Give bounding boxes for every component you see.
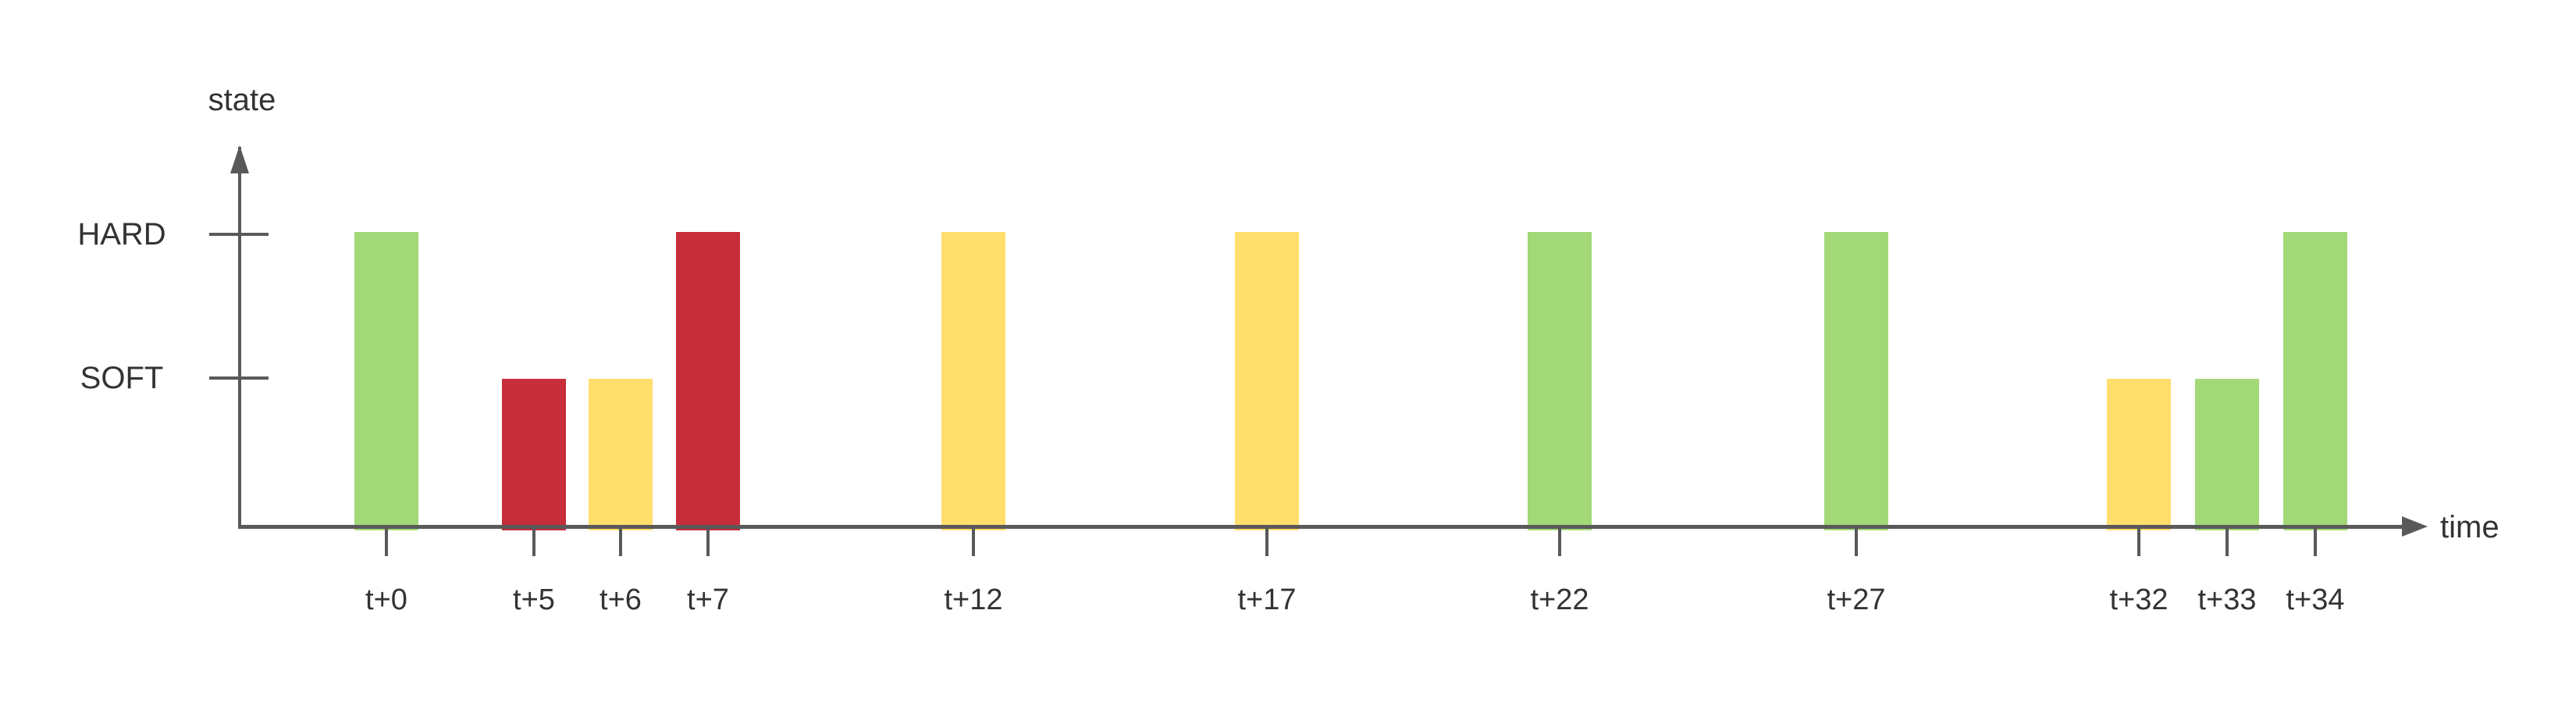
chart-bar	[1528, 232, 1592, 530]
x-tick-label: t+0	[365, 583, 407, 616]
soft-level-label: SOFT	[80, 361, 164, 395]
x-tick-mark	[972, 529, 975, 556]
chart-bar	[354, 232, 418, 530]
chart-bar	[2283, 232, 2347, 530]
x-tick-mark	[532, 529, 535, 556]
x-tick-mark	[619, 529, 622, 556]
chart-bar	[1235, 232, 1299, 530]
x-tick-mark	[1855, 529, 1858, 556]
x-tick-mark	[1558, 529, 1561, 556]
soft-level-tick-mark	[209, 376, 269, 380]
x-tick-label: t+17	[1237, 583, 1297, 616]
x-tick-label: t+6	[600, 583, 642, 616]
x-tick-mark	[2137, 529, 2140, 556]
x-tick-label: t+32	[2109, 583, 2169, 616]
chart-bar	[676, 232, 740, 530]
x-tick-label: t+27	[1827, 583, 1886, 616]
y-axis-title: state	[208, 83, 276, 117]
chart-bar	[1824, 232, 1888, 530]
x-tick-mark	[2314, 529, 2317, 556]
chart-bar	[502, 379, 566, 530]
hard-level-tick-mark	[209, 233, 269, 236]
x-axis-line	[238, 525, 2402, 529]
x-tick-label: t+33	[2197, 583, 2257, 616]
y-axis-up-arrow-icon	[230, 145, 249, 173]
x-tick-label: t+22	[1530, 583, 1589, 616]
x-tick-mark	[706, 529, 710, 556]
x-tick-label: t+12	[944, 583, 1003, 616]
chart-bar	[941, 232, 1005, 530]
chart-bar	[2195, 379, 2259, 530]
x-axis-right-arrow-icon	[2402, 516, 2428, 537]
x-tick-mark	[385, 529, 388, 556]
x-tick-label: t+34	[2286, 583, 2345, 616]
x-tick-label: t+7	[687, 583, 729, 616]
y-axis-line	[238, 147, 241, 529]
hard-level-label: HARD	[77, 217, 166, 252]
x-tick-mark	[1265, 529, 1268, 556]
x-tick-mark	[2226, 529, 2229, 556]
chart-bar	[589, 379, 653, 530]
chart-bar	[2107, 379, 2171, 530]
x-tick-label: t+5	[513, 583, 555, 616]
x-axis-title: time	[2440, 510, 2500, 544]
